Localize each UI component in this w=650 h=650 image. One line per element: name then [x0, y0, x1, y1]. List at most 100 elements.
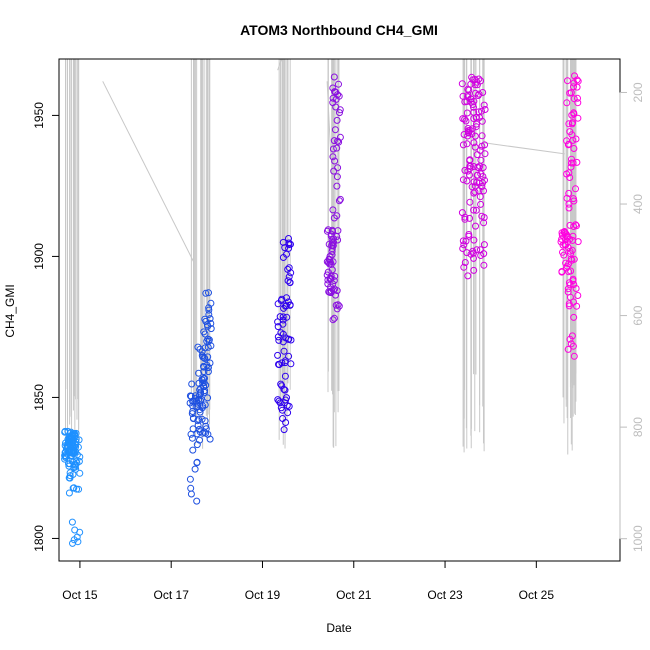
- x-axis: Oct 15 Oct 17 Oct 19 Oct 21 Oct 23 Oct 25: [62, 560, 554, 602]
- data-point: [281, 386, 289, 394]
- data-point: [329, 84, 337, 92]
- data-point: [74, 538, 82, 546]
- data-point: [470, 139, 478, 147]
- data-point: [284, 265, 292, 273]
- data-point: [189, 446, 197, 454]
- data-point: [279, 313, 287, 321]
- data-point: [466, 214, 474, 222]
- data-point: [477, 252, 485, 259]
- data-point: [558, 268, 566, 276]
- data-point: [480, 241, 488, 249]
- data-point: [75, 436, 83, 444]
- data-point: [473, 246, 481, 254]
- data-point: [570, 281, 578, 288]
- data-point: [471, 143, 479, 151]
- data-point: [475, 108, 483, 116]
- data-point: [285, 402, 293, 410]
- data-point: [206, 359, 214, 367]
- y2-tick-label: 600: [631, 305, 645, 325]
- data-point: [329, 153, 337, 161]
- data-point: [196, 436, 203, 444]
- data-point: [469, 247, 477, 255]
- data-point: [61, 455, 69, 463]
- data-point: [189, 415, 197, 423]
- data-point: [329, 94, 337, 102]
- data-point: [567, 163, 575, 171]
- data-point: [188, 380, 196, 388]
- data-point: [477, 170, 485, 178]
- data-point: [573, 222, 580, 230]
- data-point: [194, 421, 202, 429]
- data-point: [470, 236, 478, 244]
- data-point: [66, 469, 74, 477]
- data-point: [335, 80, 342, 88]
- data-point: [193, 458, 201, 466]
- data-point: [274, 351, 282, 359]
- data-point: [475, 164, 483, 172]
- data-point: [574, 114, 582, 122]
- data-point: [73, 533, 81, 541]
- data-point: [572, 221, 580, 229]
- data-point: [565, 204, 573, 212]
- data-point: [563, 99, 571, 107]
- data-point: [277, 380, 285, 388]
- data-point: [570, 83, 577, 91]
- x-tick-label: Oct 23: [427, 588, 463, 602]
- data-point: [193, 497, 201, 505]
- data-point: [460, 263, 468, 271]
- data-point: [467, 80, 475, 88]
- data-point: [329, 145, 337, 153]
- data-point: [332, 301, 340, 309]
- data-point: [574, 94, 581, 102]
- y2-tick-label: 800: [631, 417, 645, 437]
- data-point: [201, 388, 208, 396]
- data-point: [71, 460, 79, 468]
- data-point: [569, 119, 577, 127]
- data-point: [568, 246, 576, 254]
- data-point: [332, 291, 339, 299]
- data-point: [567, 340, 575, 348]
- data-point: [470, 254, 477, 262]
- data-point: [74, 443, 82, 451]
- data-point: [76, 453, 84, 461]
- data-point: [572, 135, 580, 143]
- data-point: [334, 91, 342, 99]
- data-point: [281, 372, 289, 380]
- data-point: [570, 95, 578, 103]
- data-point: [477, 77, 485, 85]
- data-point: [284, 409, 292, 417]
- data-point: [335, 302, 343, 310]
- data-point: [198, 376, 206, 384]
- data-point: [478, 132, 486, 140]
- y2-tick-label: 200: [631, 82, 645, 102]
- data-point: [472, 222, 479, 230]
- data-point: [465, 231, 473, 238]
- data-point: [204, 353, 212, 361]
- data-point: [75, 485, 83, 493]
- data-point: [570, 197, 578, 205]
- data-point: [570, 110, 578, 118]
- data-point: [567, 267, 575, 275]
- data-point: [336, 109, 343, 117]
- data-point: [330, 137, 338, 145]
- data-point: [283, 250, 290, 258]
- y-tick-label: 1900: [32, 243, 46, 270]
- data-point: [201, 344, 209, 352]
- data-point: [200, 362, 207, 370]
- data-point: [334, 236, 342, 244]
- data-point: [70, 450, 77, 458]
- data-point: [202, 317, 210, 325]
- data-point: [279, 320, 287, 328]
- data-point: [68, 518, 76, 526]
- data-point: [284, 277, 292, 285]
- data-point: [276, 399, 284, 407]
- data-point: [206, 435, 214, 443]
- data-point: [566, 293, 574, 301]
- data-point: [459, 141, 467, 149]
- data-point: [202, 429, 210, 437]
- x-tick-label: Oct 21: [336, 588, 372, 602]
- data-point: [191, 465, 199, 473]
- data-point: [459, 237, 467, 245]
- data-point: [333, 233, 341, 240]
- data-point: [481, 176, 488, 184]
